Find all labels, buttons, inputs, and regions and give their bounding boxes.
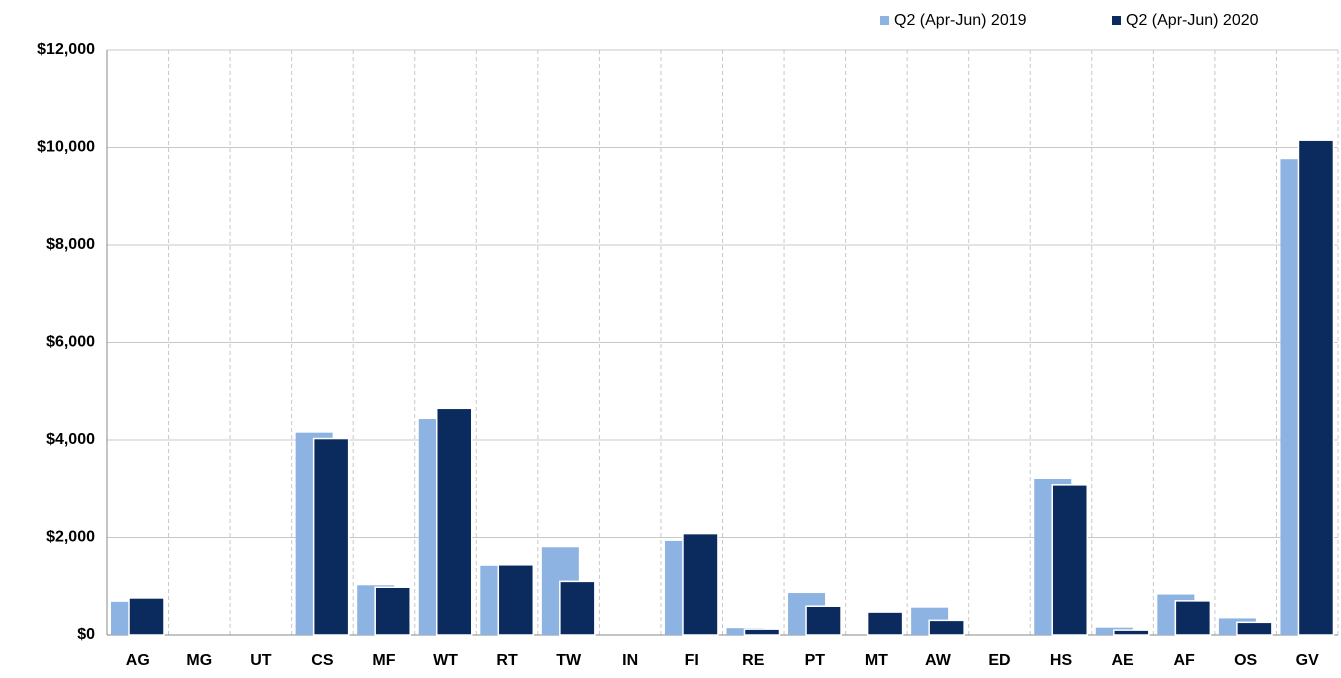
- bar: [1297, 139, 1335, 636]
- bar: [1236, 621, 1273, 636]
- bar: [682, 532, 719, 636]
- bar: [559, 580, 596, 636]
- bar: [436, 407, 473, 636]
- x-tick-label: RE: [742, 652, 765, 669]
- x-tick-label: AE: [1111, 652, 1134, 669]
- x-tick-label: HS: [1050, 652, 1073, 669]
- bar: [128, 597, 165, 636]
- x-tick-label: FI: [685, 652, 699, 669]
- y-tick-label: $12,000: [37, 41, 95, 58]
- y-tick-label: $4,000: [46, 431, 95, 448]
- x-tick-label: RT: [496, 652, 518, 669]
- x-tick-label: PT: [805, 652, 826, 669]
- bar: [866, 611, 904, 636]
- x-tick-label: MT: [865, 652, 888, 669]
- x-tick-label: IN: [622, 652, 638, 669]
- x-tick-label: MF: [372, 652, 395, 669]
- bar: [928, 619, 965, 636]
- y-tick-label: $6,000: [46, 334, 95, 351]
- bar: [805, 605, 842, 636]
- legend-swatch: [880, 16, 889, 25]
- bar: [312, 437, 350, 636]
- x-tick-label: MG: [186, 652, 212, 669]
- x-tick-label: TW: [556, 652, 582, 669]
- bar: [374, 586, 411, 636]
- x-tick-label: OS: [1234, 652, 1257, 669]
- x-tick-label: AG: [126, 652, 150, 669]
- x-tick-label: AF: [1173, 652, 1195, 669]
- legend-label: Q2 (Apr-Jun) 2019: [894, 12, 1027, 29]
- legend-label: Q2 (Apr-Jun) 2020: [1126, 12, 1259, 29]
- y-tick-label: $10,000: [37, 139, 95, 156]
- x-tick-label: WT: [433, 652, 458, 669]
- bar: [1051, 484, 1088, 636]
- x-tick-label: ED: [988, 652, 1010, 669]
- bar: [497, 564, 535, 636]
- y-tick-label: $2,000: [46, 529, 95, 546]
- x-tick-label: GV: [1296, 652, 1319, 669]
- x-tick-label: CS: [311, 652, 334, 669]
- x-tick-label: UT: [250, 652, 272, 669]
- bar: [1113, 629, 1150, 636]
- bar: [1174, 600, 1212, 636]
- legend-swatch: [1112, 16, 1121, 25]
- y-tick-label: $0: [77, 626, 95, 643]
- x-tick-label: AW: [925, 652, 952, 669]
- bar: [743, 628, 781, 636]
- y-tick-label: $8,000: [46, 236, 95, 253]
